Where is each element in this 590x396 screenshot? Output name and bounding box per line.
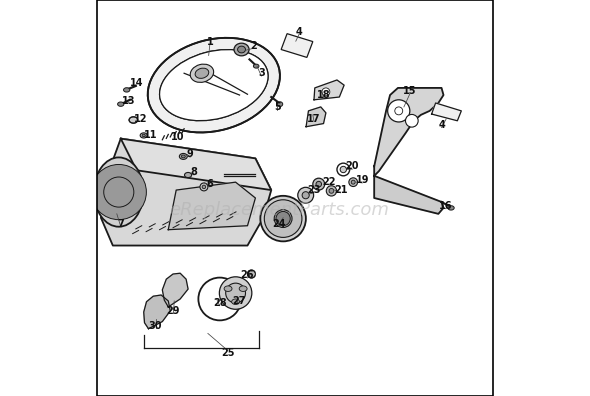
Ellipse shape bbox=[274, 210, 292, 227]
Polygon shape bbox=[168, 182, 255, 230]
Text: 5: 5 bbox=[274, 102, 281, 112]
Text: 24: 24 bbox=[273, 219, 286, 229]
Text: 21: 21 bbox=[334, 185, 348, 195]
Text: 29: 29 bbox=[167, 306, 180, 316]
Circle shape bbox=[276, 211, 290, 226]
Ellipse shape bbox=[117, 102, 124, 106]
Ellipse shape bbox=[181, 155, 185, 158]
Text: 25: 25 bbox=[221, 348, 234, 358]
Ellipse shape bbox=[239, 286, 247, 291]
Ellipse shape bbox=[195, 68, 209, 78]
Ellipse shape bbox=[298, 187, 314, 203]
Text: 26: 26 bbox=[241, 270, 254, 280]
Text: 15: 15 bbox=[403, 86, 417, 96]
Ellipse shape bbox=[277, 102, 283, 107]
Polygon shape bbox=[314, 80, 344, 100]
Text: 18: 18 bbox=[317, 90, 330, 100]
Ellipse shape bbox=[238, 46, 245, 53]
Polygon shape bbox=[162, 273, 188, 307]
Ellipse shape bbox=[224, 286, 232, 291]
Ellipse shape bbox=[200, 183, 208, 191]
Text: 20: 20 bbox=[346, 161, 359, 171]
Ellipse shape bbox=[234, 43, 249, 56]
Text: 17: 17 bbox=[307, 114, 321, 124]
Text: 3: 3 bbox=[258, 68, 265, 78]
Circle shape bbox=[104, 177, 134, 207]
Ellipse shape bbox=[123, 88, 130, 92]
Ellipse shape bbox=[102, 168, 136, 216]
Text: 11: 11 bbox=[144, 129, 157, 140]
Ellipse shape bbox=[313, 178, 324, 190]
Ellipse shape bbox=[185, 172, 192, 177]
Ellipse shape bbox=[254, 64, 259, 68]
Text: 13: 13 bbox=[122, 96, 136, 106]
Text: 2: 2 bbox=[250, 40, 257, 51]
Ellipse shape bbox=[260, 196, 306, 242]
Ellipse shape bbox=[148, 38, 280, 132]
Text: 9: 9 bbox=[186, 149, 194, 160]
Circle shape bbox=[388, 100, 410, 122]
Ellipse shape bbox=[326, 186, 336, 196]
Text: 16: 16 bbox=[439, 201, 452, 211]
Text: 14: 14 bbox=[130, 78, 143, 88]
Text: 1: 1 bbox=[206, 36, 213, 47]
Text: 23: 23 bbox=[307, 185, 321, 195]
Text: 27: 27 bbox=[232, 296, 245, 306]
Text: 8: 8 bbox=[191, 167, 198, 177]
Ellipse shape bbox=[329, 188, 334, 193]
Ellipse shape bbox=[351, 180, 355, 184]
Polygon shape bbox=[121, 139, 271, 190]
Ellipse shape bbox=[94, 157, 143, 227]
Polygon shape bbox=[101, 139, 271, 246]
Ellipse shape bbox=[340, 166, 346, 173]
Text: 4: 4 bbox=[438, 120, 445, 130]
Ellipse shape bbox=[448, 206, 454, 210]
Polygon shape bbox=[281, 34, 313, 57]
Text: 6: 6 bbox=[206, 179, 213, 189]
Text: 12: 12 bbox=[134, 114, 148, 124]
Circle shape bbox=[91, 164, 146, 220]
Ellipse shape bbox=[316, 181, 322, 187]
Circle shape bbox=[405, 114, 418, 127]
Ellipse shape bbox=[349, 178, 358, 187]
Ellipse shape bbox=[190, 64, 214, 82]
Polygon shape bbox=[144, 295, 171, 329]
Ellipse shape bbox=[247, 270, 255, 278]
Text: eReplacementParts.com: eReplacementParts.com bbox=[169, 201, 389, 219]
Polygon shape bbox=[306, 107, 326, 127]
Ellipse shape bbox=[232, 299, 240, 305]
Ellipse shape bbox=[159, 50, 268, 121]
Ellipse shape bbox=[142, 134, 145, 137]
Text: 22: 22 bbox=[323, 177, 336, 187]
Ellipse shape bbox=[302, 192, 309, 199]
Ellipse shape bbox=[202, 185, 206, 189]
Ellipse shape bbox=[140, 133, 148, 138]
Ellipse shape bbox=[264, 200, 302, 238]
Polygon shape bbox=[374, 88, 444, 176]
Ellipse shape bbox=[129, 117, 138, 123]
Ellipse shape bbox=[179, 154, 187, 160]
Ellipse shape bbox=[219, 277, 252, 309]
Ellipse shape bbox=[226, 283, 245, 303]
Polygon shape bbox=[374, 176, 444, 214]
Text: 19: 19 bbox=[356, 175, 369, 185]
Text: 7: 7 bbox=[117, 219, 124, 229]
Text: 4: 4 bbox=[296, 27, 302, 37]
Text: 30: 30 bbox=[149, 320, 162, 331]
Ellipse shape bbox=[159, 50, 268, 121]
Text: 28: 28 bbox=[213, 298, 227, 308]
Text: 10: 10 bbox=[172, 131, 185, 142]
Polygon shape bbox=[432, 103, 461, 121]
Circle shape bbox=[322, 88, 330, 96]
